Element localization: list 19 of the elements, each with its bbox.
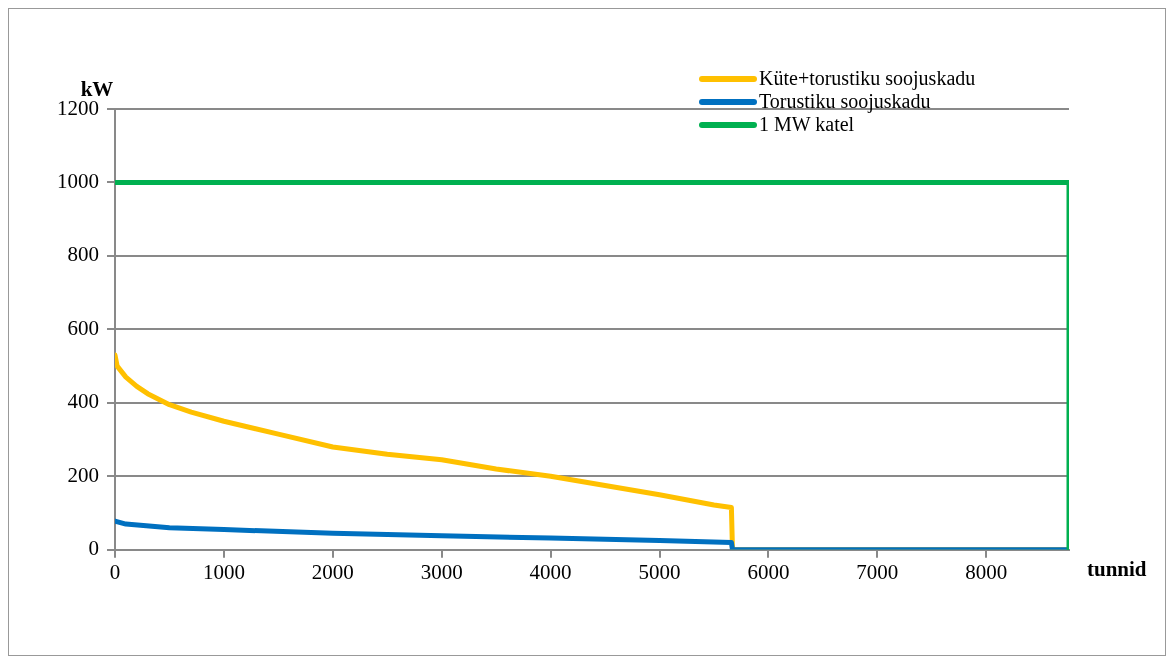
y-tick-label: 0 — [88, 536, 99, 561]
x-tick-label: 7000 — [856, 559, 899, 584]
x-tick-label: 5000 — [638, 559, 681, 584]
y-tick-label: 600 — [67, 315, 99, 340]
x-tick-label: 2000 — [311, 559, 354, 584]
y-tick-label: 400 — [67, 389, 99, 414]
y-tick-label: 800 — [67, 242, 99, 267]
x-tick-label: 8000 — [965, 559, 1008, 584]
x-tick-label: 3000 — [420, 559, 463, 584]
legend-label: 1 MW katel — [759, 113, 855, 136]
y-tick-label: 1000 — [57, 168, 99, 193]
legend-label: Torustiku soojuskadu — [759, 90, 931, 113]
x-axis-title: tunnid — [1087, 557, 1147, 582]
y-tick-label: 200 — [67, 462, 99, 487]
x-tick-label: 1000 — [202, 559, 245, 584]
x-tick-label: 0 — [109, 559, 121, 584]
x-tick-label: 4000 — [529, 559, 572, 584]
legend-label: Küte+torustiku soojuskadu — [759, 67, 976, 90]
x-tick-label: 6000 — [747, 559, 790, 584]
